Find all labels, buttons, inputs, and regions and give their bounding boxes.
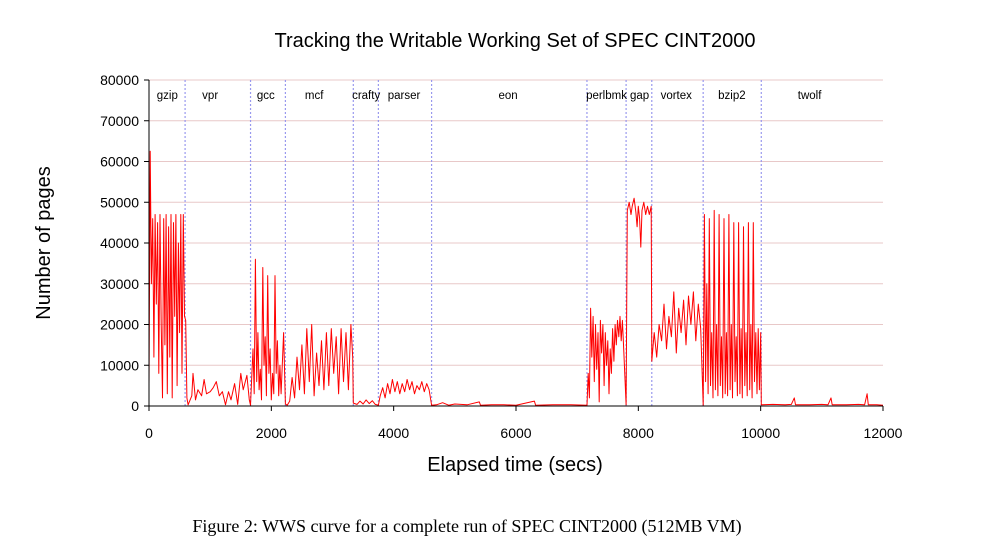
y-tick-label: 80000 [100,72,139,88]
benchmark-label: vortex [661,90,693,102]
series-line [148,150,884,406]
y-tick-label: 30000 [100,276,139,292]
x-tick-label: 12000 [864,425,903,441]
x-tick-label: 2000 [256,425,287,441]
benchmark-label: eon [498,90,517,102]
x-tick-label: 0 [145,425,153,441]
x-axis-ticks: 0 2000 4000 6000 8000 10000 12000 [145,406,903,441]
benchmark-label: twolf [798,90,822,102]
series-group [148,150,884,406]
x-tick-label: 4000 [378,425,409,441]
x-tick-label: 10000 [741,425,780,441]
y-tick-label: 0 [131,398,139,414]
benchmark-label: perlbmk [586,90,627,102]
y-axis-ticks: 0 10000 20000 30000 40000 50000 60000 70000 8000… [100,72,149,414]
y-tick-label: 50000 [100,194,139,210]
benchmark-labels: gzip vpr gcc mcf crafty parser eon perlbmk gap vo… [157,90,822,102]
benchmark-label: parser [388,90,421,102]
benchmark-label: gcc [257,90,275,102]
x-tick-label: 8000 [623,425,654,441]
y-tick-label: 40000 [100,235,139,251]
y-axis-label: Number of pages [33,166,55,319]
x-axis-label: Elapsed time (secs) [427,454,603,476]
grid [149,79,883,366]
chart-title: Tracking the Writable Working Set of SPE… [275,30,756,52]
y-tick-label: 10000 [100,357,139,373]
y-tick-label: 20000 [100,317,139,333]
figure-caption: Figure 2: WWS curve for a complete run o… [192,516,742,536]
y-tick-label: 60000 [100,154,139,170]
x-tick-label: 6000 [500,425,531,441]
benchmark-label: gzip [157,90,178,102]
y-tick-label: 70000 [100,113,139,129]
benchmark-label: gap [630,90,649,102]
benchmark-label: bzip2 [718,90,746,102]
benchmark-label: crafty [352,90,380,102]
benchmark-label: mcf [305,90,324,102]
benchmark-label: vpr [202,90,218,102]
